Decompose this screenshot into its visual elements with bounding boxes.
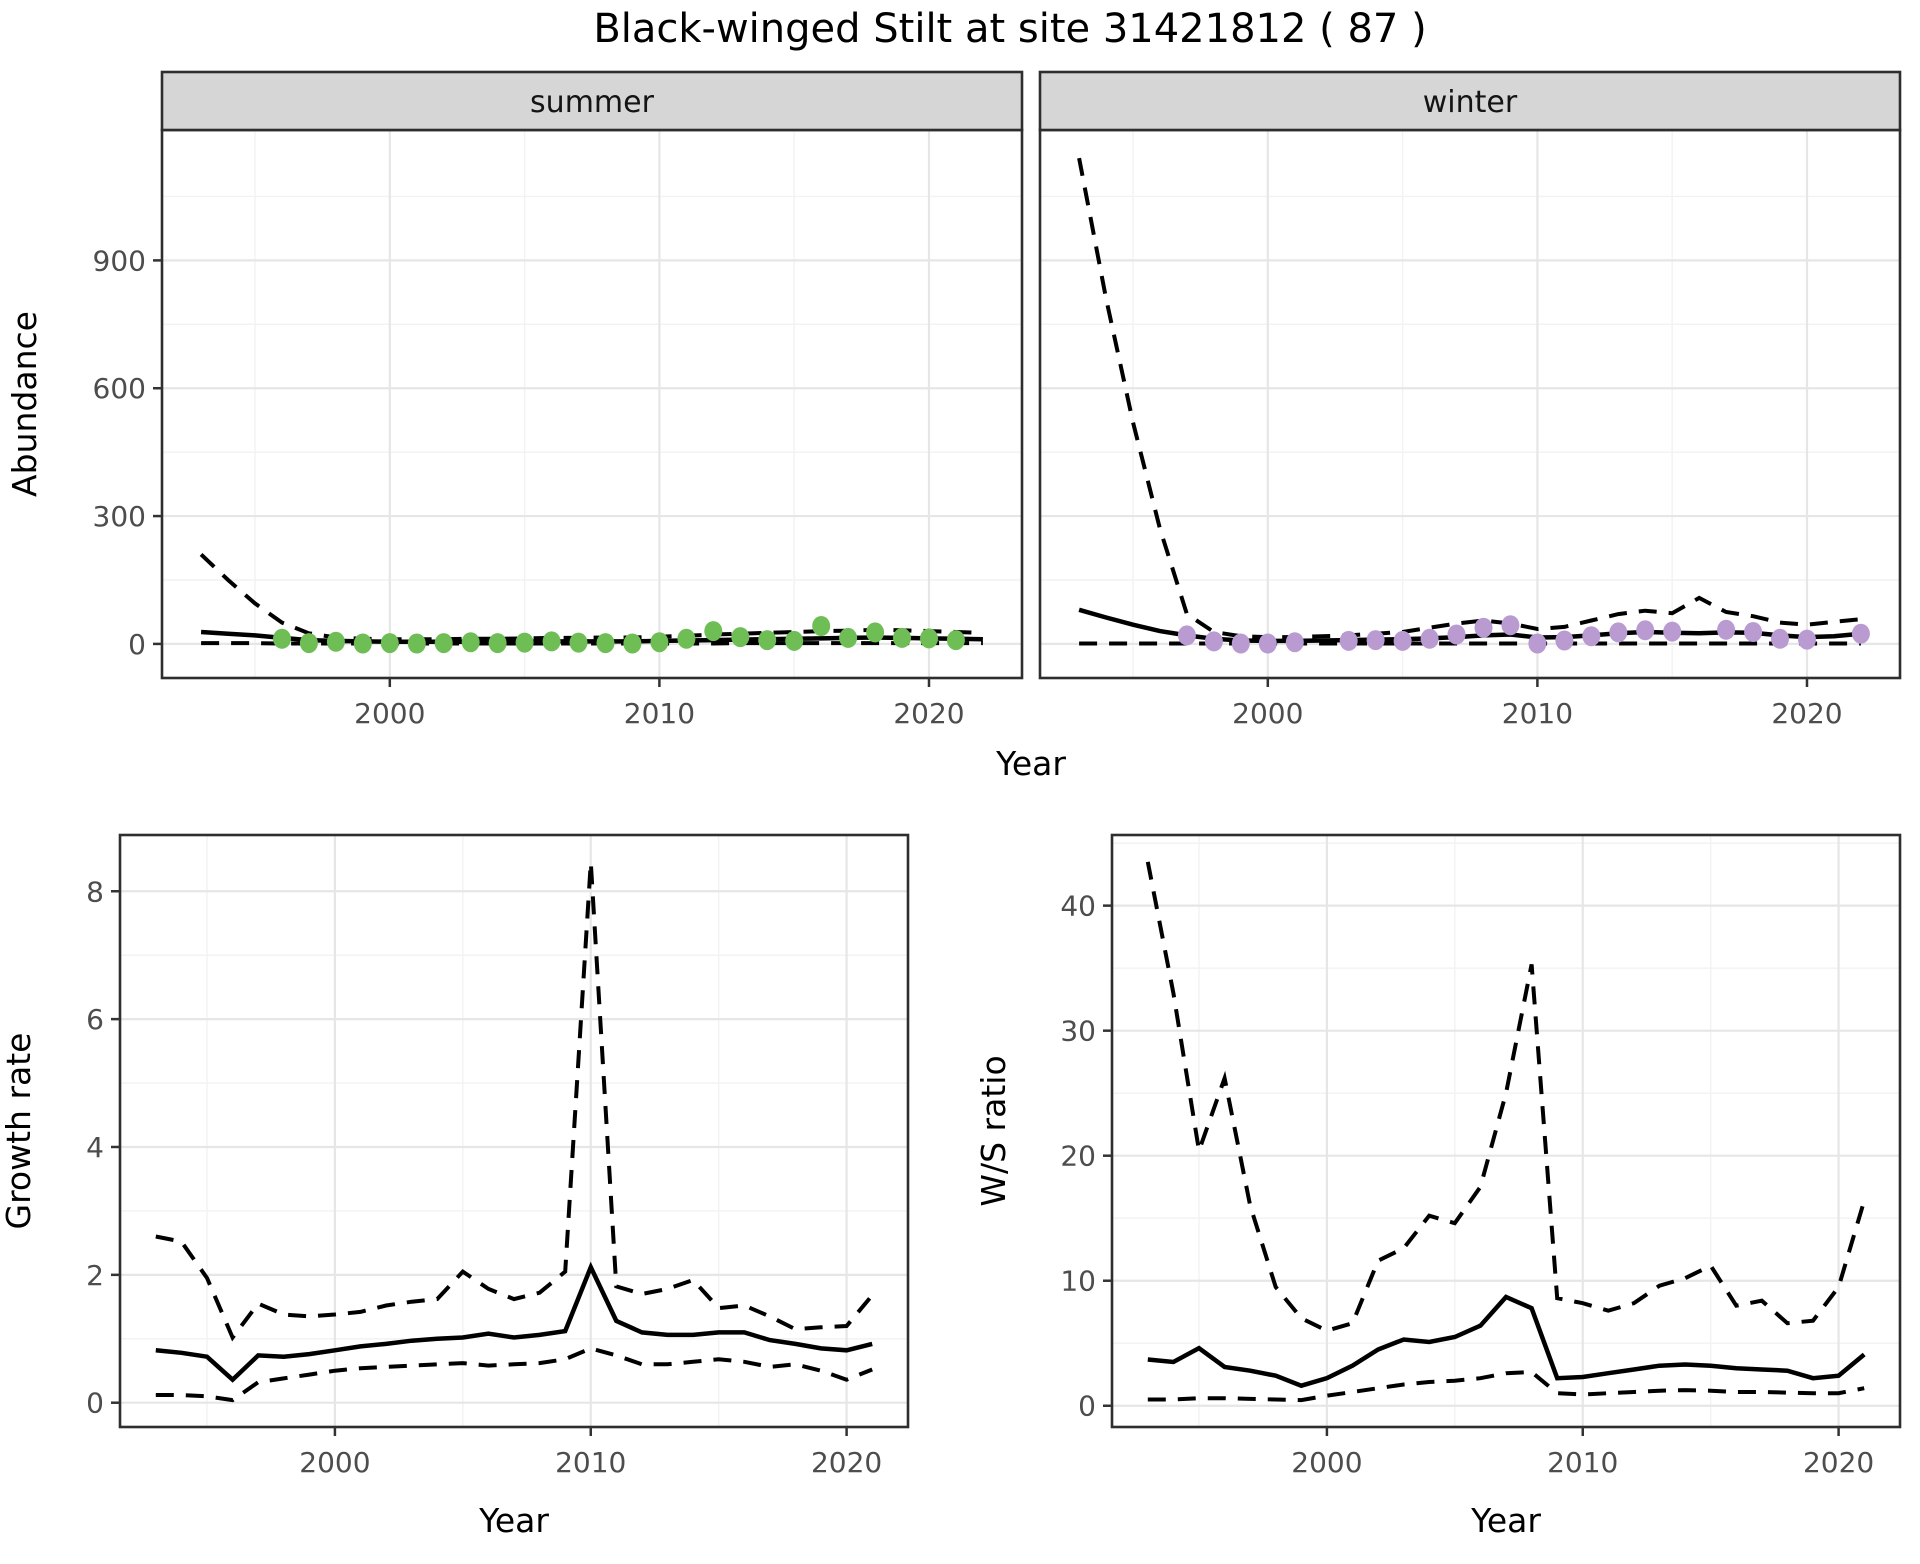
panel-ws-ratio: 2000 2010 2020 0 10 20 30 40 W/S ratio Year <box>974 835 1900 1540</box>
y-tick-label: 900 <box>93 244 146 277</box>
data-point <box>1852 624 1870 644</box>
data-point <box>1232 634 1250 654</box>
x-tick-label: 2000 <box>354 697 425 730</box>
data-point <box>1448 625 1466 645</box>
data-point <box>1771 629 1789 649</box>
data-point <box>839 628 857 648</box>
data-point <box>1609 622 1627 642</box>
data-point <box>354 634 372 654</box>
data-point <box>273 629 291 649</box>
data-point <box>1717 620 1735 640</box>
data-point <box>462 632 480 652</box>
data-point <box>570 633 588 653</box>
y-tick-label: 6 <box>86 1003 104 1036</box>
y-axis-title-ws-ratio: W/S ratio <box>974 1055 1013 1206</box>
data-point <box>1663 622 1681 642</box>
x-tick-label: 2020 <box>811 1446 882 1479</box>
data-point <box>1582 626 1600 646</box>
data-point <box>677 629 695 649</box>
data-point <box>381 633 399 653</box>
data-point <box>1528 634 1546 654</box>
data-point <box>785 631 803 651</box>
y-tick-label: 10 <box>1060 1265 1096 1298</box>
data-point <box>650 632 668 652</box>
data-point <box>758 630 776 650</box>
data-point <box>1555 631 1573 651</box>
data-point <box>704 621 722 641</box>
data-point <box>866 622 884 642</box>
data-point <box>1475 618 1493 638</box>
x-axis-title-ws-ratio: Year <box>1470 1501 1541 1540</box>
data-point <box>1744 622 1762 642</box>
panel-background <box>1112 835 1900 1427</box>
y-tick-label: 0 <box>128 628 146 661</box>
data-point <box>1205 631 1223 651</box>
y-tick-label: 0 <box>1078 1390 1096 1423</box>
y-tick-label: 300 <box>93 500 146 533</box>
x-tick-label: 2010 <box>624 697 695 730</box>
panel-abundance-winter: winter 2000 2010 2020 <box>1040 72 1900 730</box>
y-axis-title-abundance-summer: Abundance <box>5 311 44 497</box>
panel-growth-rate: 2000 2010 2020 0 2 4 6 8 Growth rate Year <box>0 835 908 1540</box>
data-point <box>516 633 534 653</box>
x-tick-label: 2010 <box>555 1446 626 1479</box>
data-point <box>812 616 830 636</box>
data-point <box>408 634 426 654</box>
page-title: Black-winged Stilt at site 31421812 ( 87… <box>100 6 1920 52</box>
data-point <box>1636 620 1654 640</box>
data-point <box>1367 630 1385 650</box>
data-point <box>1178 625 1196 645</box>
panel-abundance-summer: summer 2000 2010 2020 0 300 600 900 Abundance <box>5 72 1022 730</box>
y-tick-label: 4 <box>86 1131 104 1164</box>
x-tick-label: 2000 <box>1232 697 1303 730</box>
x-tick-label: 2010 <box>1547 1446 1618 1479</box>
y-axis-title-growth-rate: Growth rate <box>0 1033 38 1230</box>
x-tick-label: 2000 <box>1291 1446 1362 1479</box>
data-point <box>489 633 507 653</box>
y-tick-label: 600 <box>93 372 146 405</box>
facet-label-winter: winter <box>1423 85 1518 120</box>
data-point <box>920 628 938 648</box>
x-tick-label: 2020 <box>1803 1446 1874 1479</box>
x-tick-label: 2020 <box>1771 697 1842 730</box>
data-point <box>893 628 911 648</box>
data-point <box>1421 629 1439 649</box>
data-point <box>623 634 641 654</box>
y-tick-label: 0 <box>86 1387 104 1420</box>
data-point <box>543 631 561 651</box>
panel-background <box>1040 130 1900 678</box>
x-tick-label: 2010 <box>1502 697 1573 730</box>
data-point <box>597 633 615 653</box>
x-tick-label: 2020 <box>893 697 964 730</box>
data-point <box>947 630 965 650</box>
y-tick-label: 2 <box>86 1259 104 1292</box>
y-tick-label: 20 <box>1060 1140 1096 1173</box>
facet-label-summer: summer <box>530 85 655 120</box>
data-point <box>1394 631 1412 651</box>
data-point <box>300 633 318 653</box>
x-axis-title-abundance: Year <box>995 744 1066 783</box>
data-point <box>1286 632 1304 652</box>
panel-background <box>162 130 1022 678</box>
data-point <box>1501 615 1519 635</box>
x-tick-label: 2000 <box>299 1446 370 1479</box>
x-axis-title-growth-rate: Year <box>478 1501 549 1540</box>
data-point <box>731 627 749 647</box>
data-point <box>1798 630 1816 650</box>
data-point <box>327 632 345 652</box>
y-tick-label: 30 <box>1060 1015 1096 1048</box>
data-point <box>1259 634 1277 654</box>
data-point <box>435 633 453 653</box>
y-tick-label: 40 <box>1060 890 1096 923</box>
data-point <box>1340 631 1358 651</box>
y-tick-label: 8 <box>86 875 104 908</box>
